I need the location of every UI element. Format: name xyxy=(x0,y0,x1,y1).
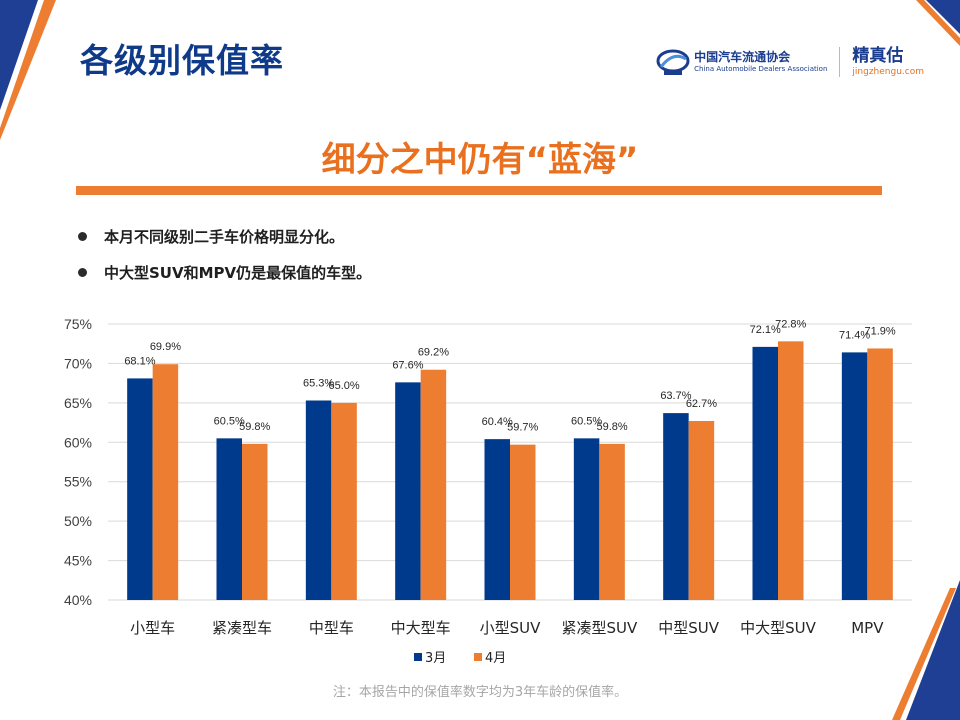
headline-underline xyxy=(76,186,882,195)
data-label: 62.7% xyxy=(686,398,717,410)
bar-march xyxy=(395,382,421,600)
bar-april xyxy=(688,420,715,600)
data-label: 65.3% xyxy=(303,377,334,389)
data-label: 72.1% xyxy=(750,324,781,336)
y-tick-label: 50% xyxy=(64,513,92,529)
bar-april xyxy=(510,444,536,600)
jingzhengu-url: jingzhengu.com xyxy=(852,67,924,77)
bullet-dot-icon xyxy=(78,231,87,241)
y-tick-label: 65% xyxy=(64,395,92,411)
x-tick-label: MPV xyxy=(851,619,884,637)
bar-march xyxy=(127,378,153,600)
bar-march xyxy=(663,413,689,600)
bar-march xyxy=(484,439,510,600)
y-tick-label: 40% xyxy=(64,592,92,608)
x-tick-label: 小型车 xyxy=(130,619,175,637)
y-tick-label: 45% xyxy=(64,553,92,569)
x-tick-label: 小型SUV xyxy=(480,619,542,637)
data-label: 59.8% xyxy=(596,421,627,433)
cada-name-en: China Automobile Dealers Association xyxy=(694,65,828,73)
logo-group: 中国汽车流通协会 China Automobile Dealers Associ… xyxy=(656,42,924,82)
bar-april xyxy=(331,402,357,600)
cada-logo: 中国汽车流通协会 China Automobile Dealers Associ… xyxy=(656,47,827,77)
bullet-list: 本月不同级别二手车价格明显分化。 中大型SUV和MPV仍是最保值的车型。 xyxy=(78,218,371,290)
data-label: 71.4% xyxy=(839,329,870,341)
data-label: 60.4% xyxy=(482,416,513,428)
data-label: 63.7% xyxy=(660,390,691,402)
bullet-item: 本月不同级别二手车价格明显分化。 xyxy=(78,218,371,254)
bullet-text: 本月不同级别二手车价格明显分化。 xyxy=(104,227,345,246)
data-label: 59.8% xyxy=(239,421,270,433)
bar-april xyxy=(420,369,447,600)
data-label: 60.5% xyxy=(571,415,602,427)
x-tick-label: 中大型SUV xyxy=(740,619,817,637)
logo-divider xyxy=(839,47,841,77)
page-title: 各级别保值率 xyxy=(80,41,284,80)
legend-swatch xyxy=(414,653,422,661)
jingzhengu-name: 精真估 xyxy=(852,46,904,66)
bar-march xyxy=(573,438,600,600)
bar-april xyxy=(242,443,268,600)
data-label: 72.8% xyxy=(775,318,806,330)
data-label: 68.1% xyxy=(124,355,155,367)
bar-april xyxy=(152,364,179,600)
bullet-dot-icon xyxy=(78,267,87,277)
bar-april xyxy=(778,341,804,600)
bullet-text: 中大型SUV和MPV仍是最保值的车型。 xyxy=(104,263,372,282)
bar-april xyxy=(867,348,893,600)
data-label: 65.0% xyxy=(328,380,359,392)
legend-label: 3月 xyxy=(425,651,446,666)
bar-march xyxy=(841,352,868,600)
cada-emblem-icon xyxy=(656,49,690,75)
bar-april xyxy=(599,443,625,600)
cada-name-cn: 中国汽车流通协会 xyxy=(694,50,791,64)
top-right-corner-decoration xyxy=(916,0,960,46)
legend-swatch xyxy=(474,653,482,661)
y-tick-label: 55% xyxy=(64,474,92,490)
x-tick-label: 紧凑型车 xyxy=(212,619,272,637)
y-tick-label: 60% xyxy=(64,434,92,450)
x-tick-label: 中型SUV xyxy=(658,619,720,637)
slide-headline: 细分之中仍有“蓝海” xyxy=(321,140,639,180)
legend-label: 4月 xyxy=(485,651,506,666)
top-left-corner-decoration xyxy=(0,0,56,140)
bullet-item: 中大型SUV和MPV仍是最保值的车型。 xyxy=(78,254,371,290)
data-label: 71.9% xyxy=(864,325,895,337)
y-tick-label: 70% xyxy=(64,355,92,371)
data-label: 69.9% xyxy=(150,341,181,353)
jingzhengu-logo: 精真估 jingzhengu.com xyxy=(852,46,924,78)
x-tick-label: 中型车 xyxy=(309,619,354,637)
bar-march xyxy=(752,346,778,600)
bottom-right-corner-decoration xyxy=(892,580,960,720)
footnote: 注：本报告中的保值率数字均为3年车龄的保值率。 xyxy=(332,685,628,700)
bar-march xyxy=(305,400,332,600)
data-label: 67.6% xyxy=(392,359,423,371)
data-label: 69.2% xyxy=(418,347,449,359)
x-tick-label: 中大型车 xyxy=(391,619,451,637)
data-label: 59.7% xyxy=(507,422,538,434)
data-label: 60.5% xyxy=(214,415,245,427)
bar-march xyxy=(216,438,242,600)
y-tick-label: 75% xyxy=(64,316,92,332)
x-tick-label: 紧凑型SUV xyxy=(561,619,638,637)
